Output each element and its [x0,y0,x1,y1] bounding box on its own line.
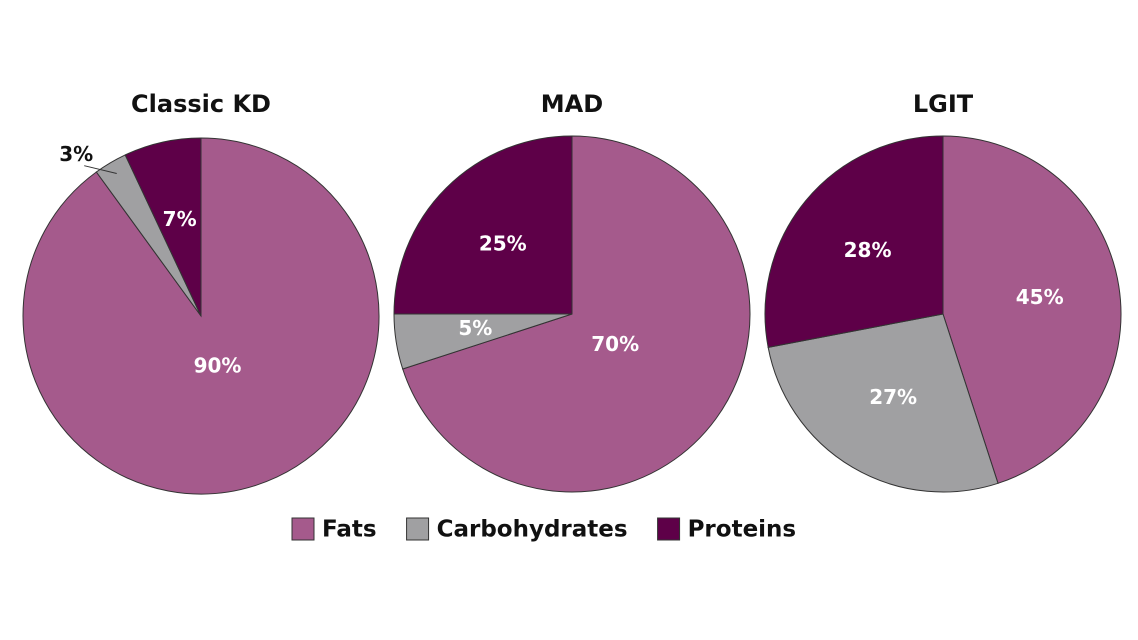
legend-swatch [291,517,315,541]
legend-swatch [406,517,430,541]
pie-slice [764,135,944,348]
chart-title: LGIT [913,90,974,118]
pie-slice [393,135,573,315]
legend-label: Carbohydrates [437,517,628,543]
data-label: 70% [591,332,639,356]
pie-slice [767,313,999,493]
pie-slice [942,135,1122,484]
pie-slice [124,137,202,317]
chart-title: Classic KD [131,90,271,118]
chart-title: MAD [541,90,603,118]
legend-label: Proteins [688,517,797,543]
data-label: 3% [59,142,93,166]
data-label: 90% [194,353,242,377]
data-label: 5% [458,316,492,340]
legend-label: Fats [322,517,377,543]
data-label: 7% [163,207,197,231]
data-label: 25% [479,231,527,255]
leader-line [84,165,117,174]
pie-slice [402,135,751,493]
pie-slice [22,137,380,495]
data-label: 27% [869,385,917,409]
data-label: 28% [844,238,892,262]
data-label: 45% [1016,285,1064,309]
legend-swatch [657,517,681,541]
